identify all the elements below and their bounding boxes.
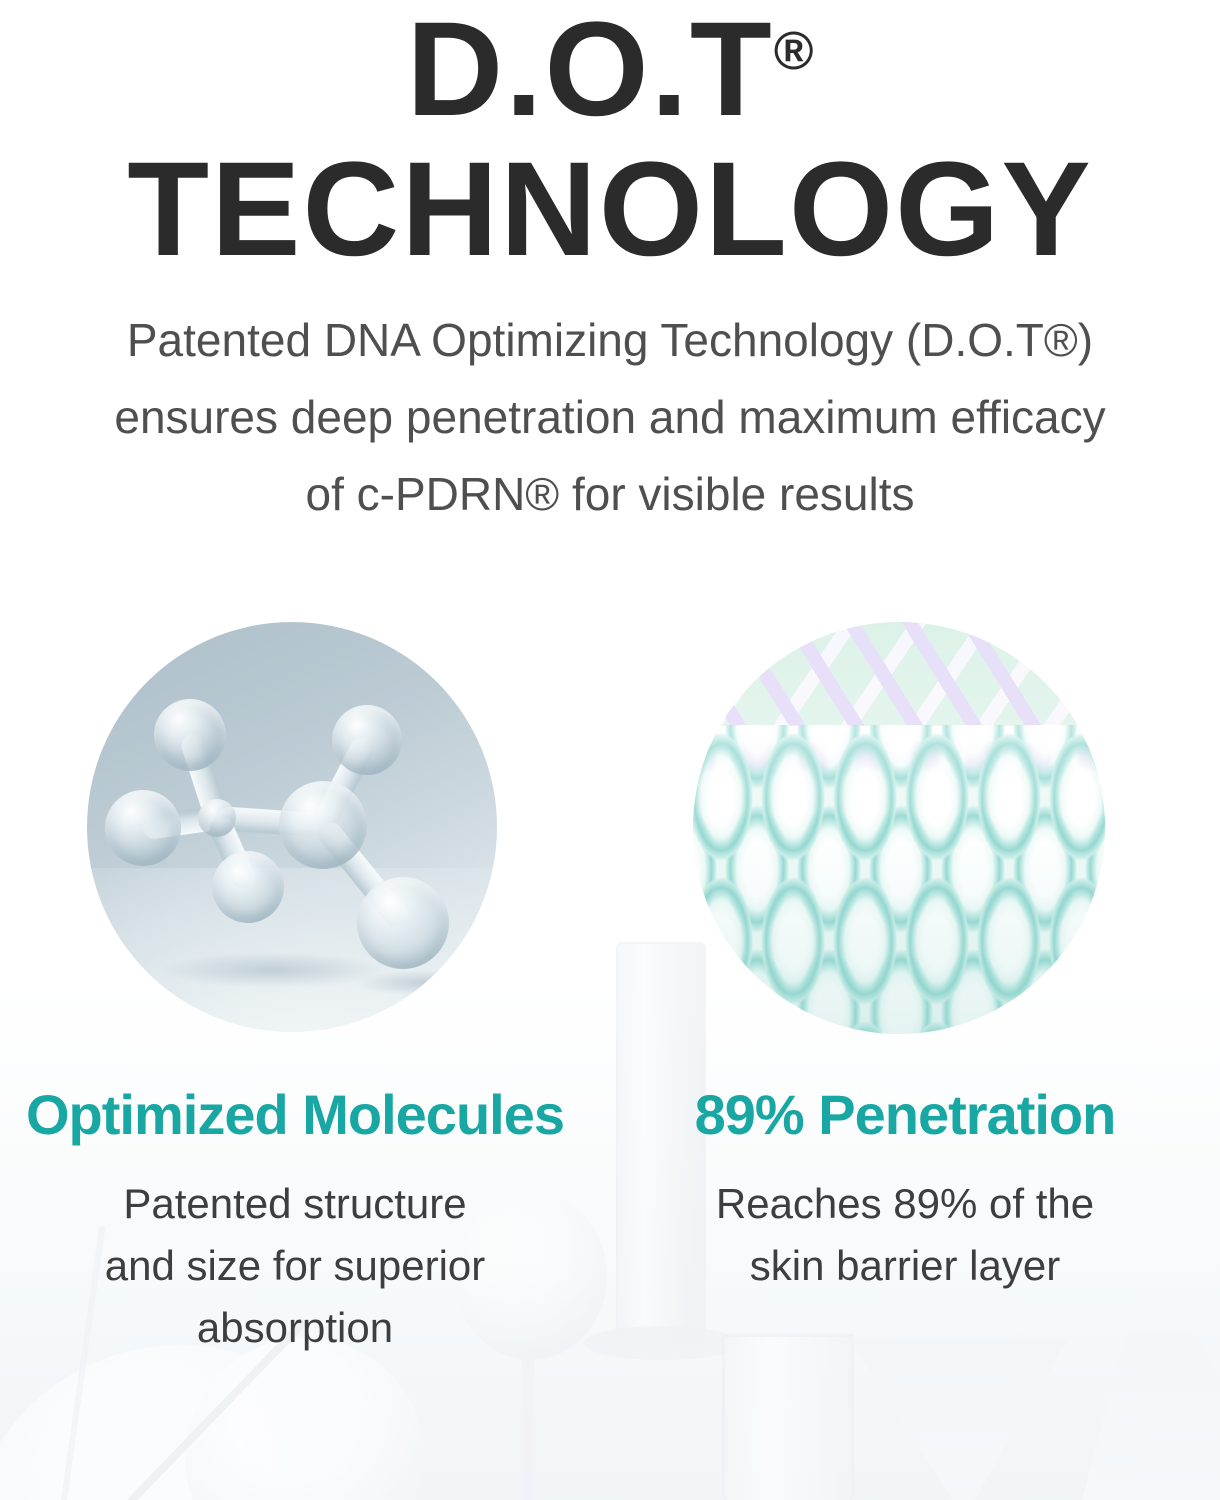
feature-body-line: absorption: [196, 1304, 394, 1351]
feature-body-line: Reaches 89% of the: [715, 1180, 1095, 1227]
molecule-atom: [198, 799, 236, 837]
molecule-shadow: [159, 952, 389, 988]
skin-barrier-image-circle: [693, 622, 1105, 1034]
beaker-watermark: [722, 1334, 854, 1500]
graduated-cylinder-watermark: [616, 942, 706, 1344]
feature-body-line: and size for superior: [104, 1242, 486, 1289]
molecule-shadow: [355, 970, 495, 996]
feature-body-line: skin barrier layer: [749, 1242, 1061, 1289]
feature-optimized-molecules: Optimized Molecules Patented structure a…: [25, 1085, 565, 1359]
feature-heading: Optimized Molecules: [26, 1083, 565, 1146]
molecule-atom: [105, 790, 181, 866]
flask-stem-watermark: [522, 1350, 534, 1500]
cylinder-base-watermark: [584, 1326, 740, 1360]
registered-trademark-symbol: ®: [773, 21, 814, 81]
feature-body: Patented structure and size for superior…: [25, 1173, 565, 1359]
molecule-atom: [332, 705, 402, 775]
subtitle: Patented DNA Optimizing Technology (D.O.…: [0, 302, 1220, 533]
subtitle-line: ensures deep penetration and maximum eff…: [114, 391, 1106, 443]
bubble-cell-grid: [693, 725, 1105, 1034]
feature-body-line: Patented structure: [123, 1180, 467, 1227]
molecule-atom: [279, 781, 367, 869]
subtitle-line: Patented DNA Optimizing Technology (D.O.…: [126, 314, 1094, 366]
title-dot-text: D.O.T: [406, 0, 774, 144]
molecule-atom: [357, 877, 449, 969]
subtitle-line: of c-PDRN® for visible results: [305, 468, 915, 520]
title-line-1: D.O.T®: [0, 0, 1220, 140]
fiber-mesh-top-layer: [693, 622, 1105, 734]
feature-body: Reaches 89% of the skin barrier layer: [655, 1173, 1155, 1297]
feature-heading: 89% Penetration: [694, 1083, 1117, 1146]
feature-penetration: 89% Penetration Reaches 89% of the skin …: [655, 1085, 1155, 1297]
molecule-atom: [154, 699, 226, 771]
round-flask-watermark: [455, 1192, 607, 1360]
molecule-image-circle: [87, 622, 497, 1032]
molecule-atom: [212, 851, 284, 923]
page-title: D.O.T® TECHNOLOGY: [0, 0, 1220, 280]
title-line-2: TECHNOLOGY: [127, 135, 1093, 284]
